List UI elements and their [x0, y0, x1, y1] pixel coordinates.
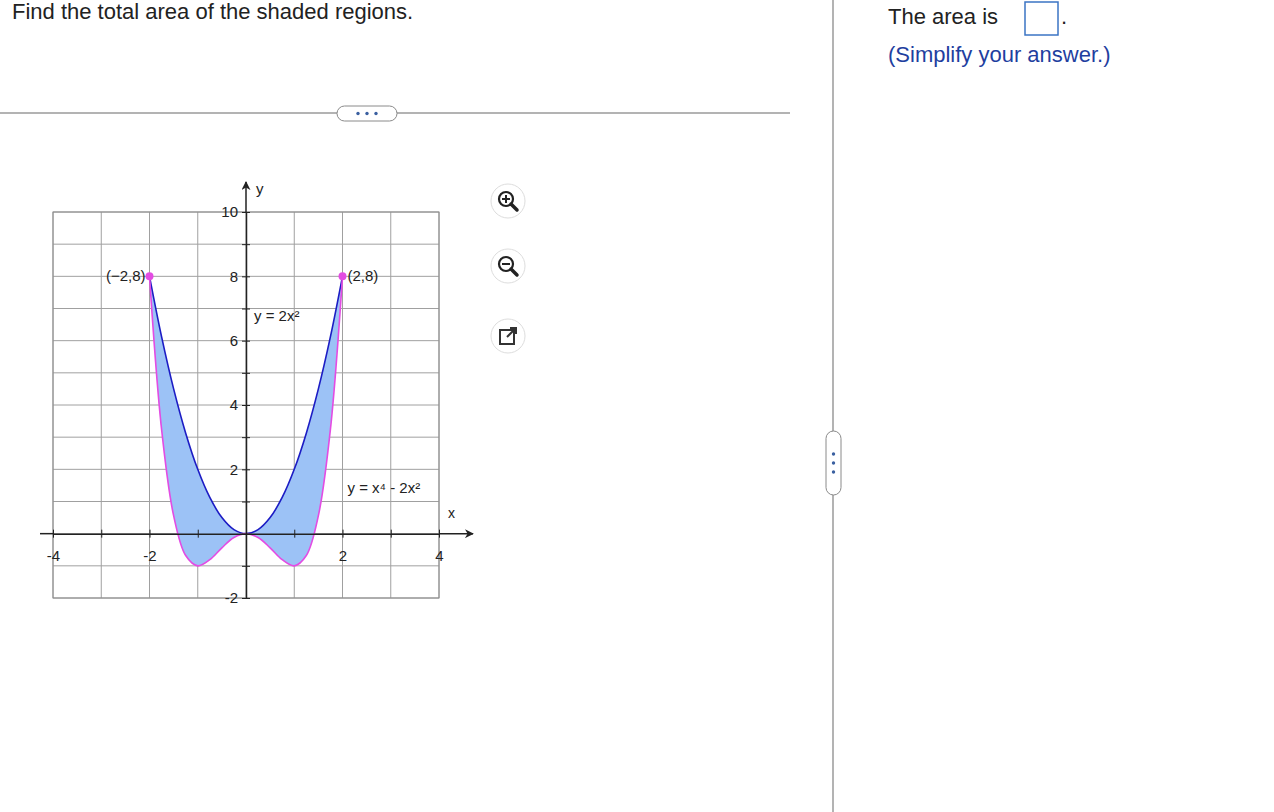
y-tick-mark — [242, 341, 250, 342]
y-tick-mark — [242, 437, 250, 438]
y-tick-mark — [242, 598, 250, 599]
x-tick-label: -2 — [143, 547, 156, 564]
pill-dot — [365, 112, 368, 115]
question-text: Find the total area of the shaded region… — [12, 0, 413, 24]
icon-out[interactable] — [491, 249, 525, 283]
y-tick: 6 — [230, 332, 250, 349]
answer-hint: (Simplify your answer.) — [888, 42, 1111, 67]
y-tick-label: 6 — [230, 332, 238, 349]
x-tick — [391, 530, 392, 538]
y-tick-mark — [242, 373, 250, 374]
y-tick-label: 2 — [230, 461, 238, 478]
x-tick-label: 4 — [435, 547, 443, 564]
y-tick-mark — [242, 469, 250, 470]
x-tick: -4 — [47, 530, 60, 565]
y-tick — [242, 502, 250, 503]
y-tick — [242, 373, 250, 374]
x-axis-label: x — [448, 505, 455, 521]
icon-shape — [511, 269, 517, 275]
divider-pill[interactable] — [826, 431, 841, 495]
x-tick-mark — [150, 530, 151, 538]
divider — [832, 0, 834, 812]
annotation-point — [339, 272, 347, 280]
y-tick-label: 10 — [221, 203, 238, 220]
x-tick-mark — [53, 530, 54, 538]
curve-label: y = 2x² — [254, 307, 299, 324]
y-tick: -2 — [225, 589, 250, 606]
y-tick-mark — [242, 244, 250, 245]
chart: -4 -2 2 4 -2 2 4 6 8 10 x y y = 2x² y = x⁴ - 2x² (−2,8… — [40, 180, 473, 606]
y-tick-mark — [242, 534, 250, 535]
icon-popout[interactable] — [491, 319, 525, 353]
annotation-point — [146, 272, 154, 280]
x-tick: -2 — [143, 530, 156, 565]
icon-bg — [491, 319, 525, 353]
pill-dot — [356, 112, 359, 115]
page: Find the total area of the shaded region… — [0, 0, 1274, 812]
x-tick — [101, 530, 102, 538]
icon-shape — [507, 328, 516, 337]
y-axis-label: y — [256, 180, 264, 197]
x-tick-mark — [101, 530, 102, 538]
y-tick: 2 — [230, 461, 250, 478]
y-tick — [242, 244, 250, 245]
annotation-label: (−2,8) — [106, 267, 146, 284]
y-tick-mark — [242, 405, 250, 406]
pill-dot — [832, 452, 835, 455]
x-tick-label: 2 — [339, 547, 347, 564]
x-tick-label: -4 — [47, 547, 60, 564]
y-tick-label: 4 — [230, 396, 238, 413]
annotation-label: (2,8) — [348, 267, 379, 284]
pill-dot — [832, 461, 835, 464]
y-axis-arrow — [245, 182, 247, 212]
y-tick-mark — [242, 212, 250, 213]
answer-end: . — [1061, 4, 1067, 29]
curve-label: y = x⁴ - 2x² — [348, 479, 421, 496]
x-tick — [294, 530, 295, 538]
y-tick — [242, 309, 250, 310]
icon-bg — [491, 184, 525, 218]
answer-box[interactable] — [1025, 2, 1058, 35]
y-tick: 8 — [230, 268, 250, 285]
y-tick-mark — [242, 502, 250, 503]
x-tick: 2 — [339, 530, 347, 565]
x-axis-extension — [40, 533, 53, 535]
answer-prompt: The area is — [888, 4, 998, 29]
x-tick-mark — [343, 530, 344, 538]
pill-dot — [832, 470, 835, 473]
y-tick-mark — [242, 566, 250, 567]
x-tick-mark — [391, 530, 392, 538]
y-tick-label: 8 — [230, 268, 238, 285]
x-tick: 4 — [435, 530, 443, 565]
x-tick-mark — [198, 530, 199, 538]
y-axis: -2 2 4 6 8 10 — [221, 182, 250, 606]
x-tick — [198, 530, 199, 538]
icon-shape — [502, 263, 510, 265]
pill-dot — [374, 112, 377, 115]
x-tick-mark — [294, 530, 295, 538]
icon-bg — [491, 249, 525, 283]
plot-frame — [53, 212, 439, 598]
expand-pill[interactable] — [337, 106, 397, 121]
icon-shape — [505, 195, 507, 203]
x-axis: -4 -2 2 4 — [40, 530, 473, 565]
x-axis-arrow — [439, 533, 473, 535]
y-tick-mark — [242, 276, 250, 277]
grid — [53, 212, 439, 598]
y-tick-label: -2 — [225, 589, 238, 606]
y-tick — [242, 566, 250, 567]
y-tick: 4 — [230, 396, 250, 413]
y-tick — [242, 534, 250, 535]
y-tick-mark — [242, 309, 250, 310]
y-tick — [242, 437, 250, 438]
icon-shape — [511, 204, 517, 210]
icon-in[interactable] — [491, 184, 525, 218]
